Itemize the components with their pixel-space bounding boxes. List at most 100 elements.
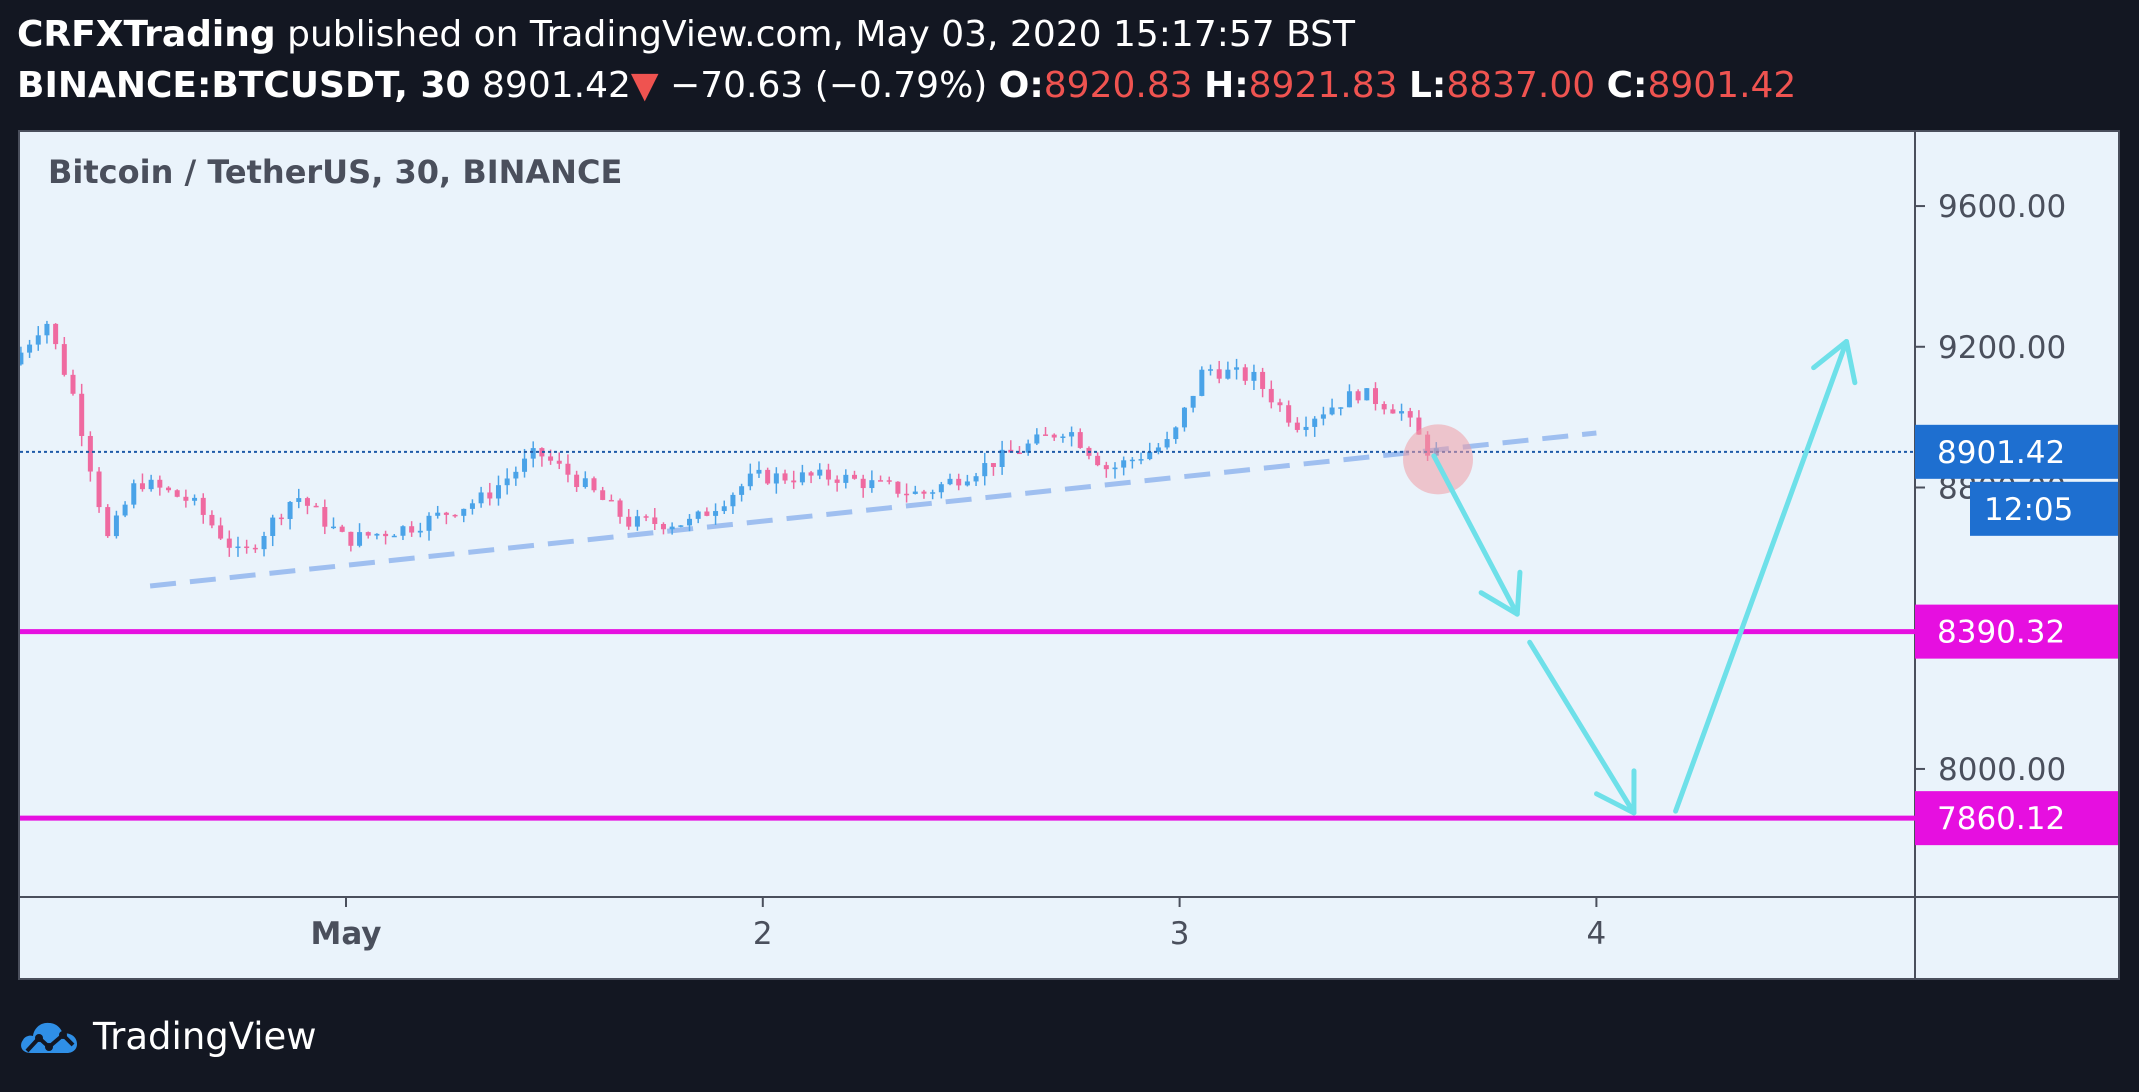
candle-body[interactable]: [1164, 439, 1170, 448]
candle-body[interactable]: [278, 517, 284, 520]
candle-body[interactable]: [626, 516, 632, 527]
candle-body[interactable]: [678, 525, 684, 527]
candle-body[interactable]: [912, 491, 918, 494]
candle-body[interactable]: [252, 547, 258, 550]
candle-body[interactable]: [417, 530, 423, 533]
candle-body[interactable]: [287, 501, 293, 519]
candle-body[interactable]: [1303, 426, 1309, 430]
candle-body[interactable]: [20, 352, 24, 365]
tradingview-logo-icon[interactable]: [17, 1011, 83, 1061]
candle-body[interactable]: [157, 479, 163, 488]
candle-body[interactable]: [1364, 388, 1370, 401]
candle-body[interactable]: [617, 500, 623, 517]
candle-body[interactable]: [1025, 443, 1031, 453]
candle-body[interactable]: [522, 458, 528, 472]
candle-body[interactable]: [791, 480, 797, 483]
candle-body[interactable]: [869, 480, 875, 489]
projection-arrow[interactable]: [1431, 453, 1520, 617]
candle-body[interactable]: [1286, 405, 1292, 423]
candle-body[interactable]: [825, 469, 831, 480]
candle-body[interactable]: [1147, 451, 1153, 460]
candle-body[interactable]: [574, 474, 580, 488]
candle-body[interactable]: [1329, 407, 1335, 415]
candle-body[interactable]: [504, 478, 510, 486]
candle-body[interactable]: [782, 473, 788, 481]
candle-body[interactable]: [87, 435, 93, 472]
candle-body[interactable]: [105, 507, 111, 537]
candle-body[interactable]: [487, 492, 493, 499]
candle-body[interactable]: [886, 480, 892, 482]
candle-body[interactable]: [226, 538, 232, 548]
candle-body[interactable]: [608, 499, 614, 502]
candle-body[interactable]: [1138, 459, 1144, 461]
candle-body[interactable]: [374, 533, 380, 536]
candle-body[interactable]: [383, 533, 389, 537]
candle-body[interactable]: [1312, 418, 1318, 427]
candle-body[interactable]: [27, 344, 33, 353]
candle-body[interactable]: [183, 496, 189, 501]
candle-body[interactable]: [973, 476, 979, 482]
candle-body[interactable]: [218, 525, 224, 539]
candle-body[interactable]: [730, 494, 736, 507]
candle-body[interactable]: [1338, 407, 1344, 409]
candle-body[interactable]: [1260, 371, 1266, 389]
candle-body[interactable]: [990, 463, 996, 467]
candle-body[interactable]: [200, 497, 206, 515]
candle-body[interactable]: [799, 472, 805, 483]
candle-body[interactable]: [469, 503, 475, 509]
candle-body[interactable]: [235, 546, 241, 549]
candle-body[interactable]: [1173, 427, 1179, 440]
candle-body[interactable]: [904, 493, 910, 496]
candle-body[interactable]: [956, 478, 962, 486]
candle-body[interactable]: [1234, 367, 1240, 370]
candle-body[interactable]: [409, 526, 415, 533]
candle-body[interactable]: [313, 505, 319, 508]
candle-body[interactable]: [1320, 414, 1326, 419]
candle-body[interactable]: [756, 469, 762, 474]
candle-body[interactable]: [1190, 395, 1196, 408]
candle-body[interactable]: [704, 511, 710, 516]
candle-body[interactable]: [244, 546, 250, 549]
candle-body[interactable]: [61, 344, 67, 375]
candle-body[interactable]: [1251, 371, 1257, 381]
candle-body[interactable]: [70, 374, 76, 394]
candle-body[interactable]: [365, 532, 371, 536]
tradingview-brand[interactable]: TradingView: [93, 1014, 317, 1058]
candle-body[interactable]: [148, 479, 154, 490]
candle-body[interactable]: [1129, 459, 1135, 462]
candle-body[interactable]: [131, 483, 137, 505]
candle-body[interactable]: [96, 471, 102, 508]
candle-body[interactable]: [122, 504, 128, 516]
candle-body[interactable]: [513, 471, 519, 479]
candle-body[interactable]: [1242, 367, 1248, 381]
candle-body[interactable]: [304, 498, 310, 506]
candle-body[interactable]: [1346, 391, 1352, 408]
candle-body[interactable]: [713, 511, 719, 516]
candle-body[interactable]: [695, 511, 701, 519]
candle-body[interactable]: [53, 323, 59, 345]
candle-body[interactable]: [348, 531, 354, 546]
candle-body[interactable]: [400, 526, 406, 536]
candle-body[interactable]: [765, 469, 771, 484]
candle-body[interactable]: [174, 490, 180, 497]
candle-body[interactable]: [687, 518, 693, 526]
candle-body[interactable]: [1355, 391, 1361, 401]
chart-panel[interactable]: 9600.009200.008800.008000.00May2348390.3…: [18, 130, 2120, 980]
candle-body[interactable]: [851, 474, 857, 479]
candle-body[interactable]: [548, 456, 554, 461]
candle-body[interactable]: [1077, 432, 1083, 448]
candle-body[interactable]: [921, 491, 927, 494]
candle-body[interactable]: [1216, 369, 1222, 379]
candle-body[interactable]: [1208, 369, 1214, 371]
candle-body[interactable]: [1225, 369, 1231, 379]
candle-body[interactable]: [591, 478, 597, 491]
candle-body[interactable]: [747, 473, 753, 487]
candle-body[interactable]: [495, 485, 501, 499]
candle-body[interactable]: [1034, 434, 1040, 444]
candle-body[interactable]: [539, 448, 545, 457]
candle-body[interactable]: [1268, 388, 1274, 403]
trendline[interactable]: [149, 430, 1597, 589]
candle-body[interactable]: [982, 463, 988, 477]
candle-body[interactable]: [1407, 411, 1413, 418]
candle-body[interactable]: [843, 474, 849, 483]
